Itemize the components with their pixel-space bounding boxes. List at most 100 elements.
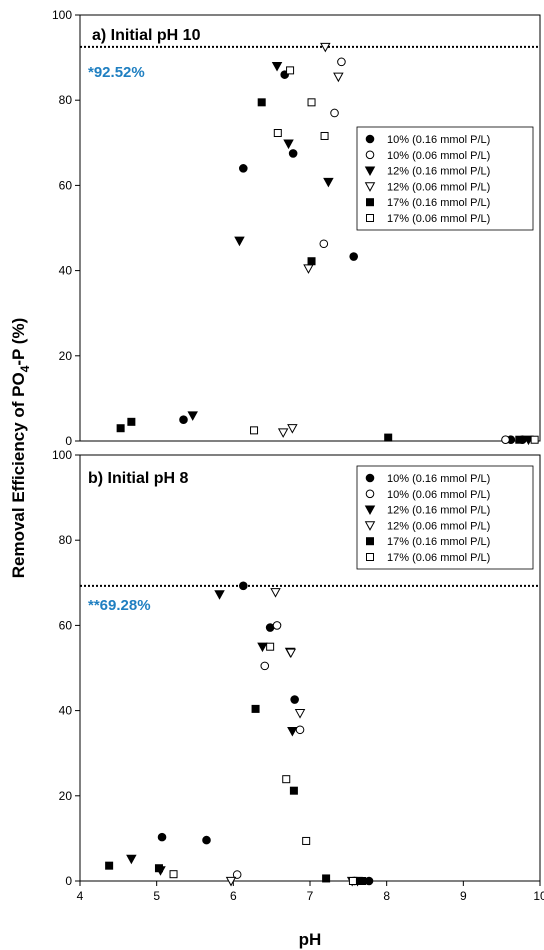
data-points-b — [105, 581, 374, 887]
y-axis-ticks-b: 0 20 40 60 80 100 — [52, 448, 80, 888]
legend-label: 17% (0.06 mmol P/L) — [387, 552, 490, 564]
legend-label: 12% (0.16 mmol P/L) — [387, 166, 490, 178]
legend-label: 10% (0.06 mmol P/L) — [387, 150, 490, 162]
legend-a: 10% (0.16 mmol P/L) 10% (0.06 mmol P/L) 12… — [356, 126, 534, 231]
data-point — [239, 581, 248, 591]
legend-label: 10% (0.16 mmol P/L) — [387, 473, 490, 485]
data-point — [322, 874, 331, 883]
data-point — [290, 695, 299, 704]
legend-marker — [365, 473, 375, 483]
reference-annotation-a: *92.52% — [88, 64, 145, 81]
legend-label: 12% (0.06 mmol P/L) — [387, 181, 490, 193]
data-point — [260, 661, 270, 671]
legend-marker — [365, 134, 375, 144]
data-point — [179, 415, 188, 425]
legend-label: 17% (0.16 mmol P/L) — [387, 197, 490, 209]
data-point — [302, 836, 311, 845]
data-point — [187, 411, 198, 421]
data-point — [239, 164, 248, 173]
y-axis-label-subscript: 4 — [18, 365, 32, 372]
data-point — [337, 57, 346, 67]
legend-marker — [365, 150, 375, 160]
reference-annotation-b: **69.28% — [88, 597, 151, 614]
legend-b: 10% (0.16 mmol P/L) 10% (0.06 mmol P/L) 12… — [356, 465, 534, 570]
data-point — [116, 424, 125, 433]
data-points-a — [116, 42, 539, 446]
y-tick-label: 100 — [52, 8, 72, 22]
data-point — [515, 435, 524, 444]
legend-marker — [366, 198, 374, 207]
data-point — [273, 129, 282, 138]
data-point — [349, 252, 359, 261]
x-axis-label: pH — [299, 930, 322, 949]
data-point — [282, 775, 291, 784]
data-point — [272, 621, 282, 630]
x-tick-label: 4 — [77, 889, 84, 903]
data-point — [358, 877, 367, 885]
panel-title-a: a) Initial pH 10 — [92, 27, 201, 44]
data-point — [384, 433, 393, 442]
legend-label: 12% (0.16 mmol P/L) — [387, 505, 490, 517]
data-point — [154, 864, 163, 873]
data-point — [320, 131, 329, 140]
data-point — [105, 861, 114, 870]
y-axis-label: Removal Efficiency of PO4-P (%) — [9, 318, 32, 579]
data-point — [277, 428, 289, 438]
data-point — [283, 139, 294, 150]
y-tick-label: 0 — [65, 874, 72, 888]
legend-label: 12% (0.06 mmol P/L) — [387, 520, 490, 532]
data-point — [307, 257, 316, 266]
data-point — [271, 62, 283, 72]
data-point — [307, 98, 316, 107]
data-point — [257, 98, 266, 107]
data-point — [270, 588, 281, 598]
data-point — [303, 264, 314, 274]
data-point — [287, 726, 298, 737]
legend-label: 17% (0.06 mmol P/L) — [387, 213, 490, 225]
y-axis-label-main: Removal Efficiency of PO — [9, 372, 28, 578]
x-tick-label: 5 — [153, 889, 160, 903]
x-tick-label: 9 — [460, 889, 467, 903]
legend-box-b — [356, 465, 534, 570]
data-point — [289, 786, 298, 795]
panel-b: b) Initial pH 8 **69.28% 0 20 40 60 80 100 4 5… — [52, 448, 544, 903]
data-point — [126, 854, 137, 865]
data-point — [364, 876, 374, 886]
legend-marker — [366, 553, 374, 561]
y-tick-label: 0 — [65, 434, 72, 448]
plot-frame-a — [79, 14, 541, 442]
data-point — [266, 642, 275, 651]
data-point — [257, 642, 268, 653]
data-point — [225, 876, 237, 887]
data-point — [250, 426, 259, 435]
data-point — [501, 435, 510, 445]
legend-marker — [366, 537, 374, 546]
y-tick-label: 100 — [52, 448, 72, 462]
data-point — [320, 42, 331, 53]
data-point — [286, 66, 295, 75]
x-tick-label: 7 — [307, 889, 314, 903]
x-tick-label: 6 — [230, 889, 237, 903]
data-point — [319, 239, 329, 249]
data-point — [348, 877, 357, 885]
x-tick-label: 8 — [383, 889, 390, 903]
y-tick-label: 80 — [59, 533, 73, 547]
data-point — [323, 177, 334, 188]
panel-a: a) Initial pH 10 *92.52% 0 20 40 60 80 100 10… — [52, 8, 541, 448]
legend-marker — [366, 214, 374, 222]
y-tick-label: 80 — [59, 93, 73, 107]
legend-marker — [364, 505, 376, 516]
legend-label: 10% (0.06 mmol P/L) — [387, 489, 490, 501]
data-point — [530, 435, 539, 444]
y-tick-label: 60 — [59, 178, 73, 192]
data-point — [294, 709, 306, 719]
data-point — [169, 870, 178, 879]
data-point — [333, 72, 344, 83]
legend-marker — [364, 521, 376, 531]
data-point — [157, 832, 167, 842]
panel-title-b: b) Initial pH 8 — [88, 470, 189, 487]
legend-marker — [365, 489, 375, 499]
y-tick-label: 20 — [59, 349, 73, 363]
y-tick-label: 40 — [59, 264, 73, 278]
